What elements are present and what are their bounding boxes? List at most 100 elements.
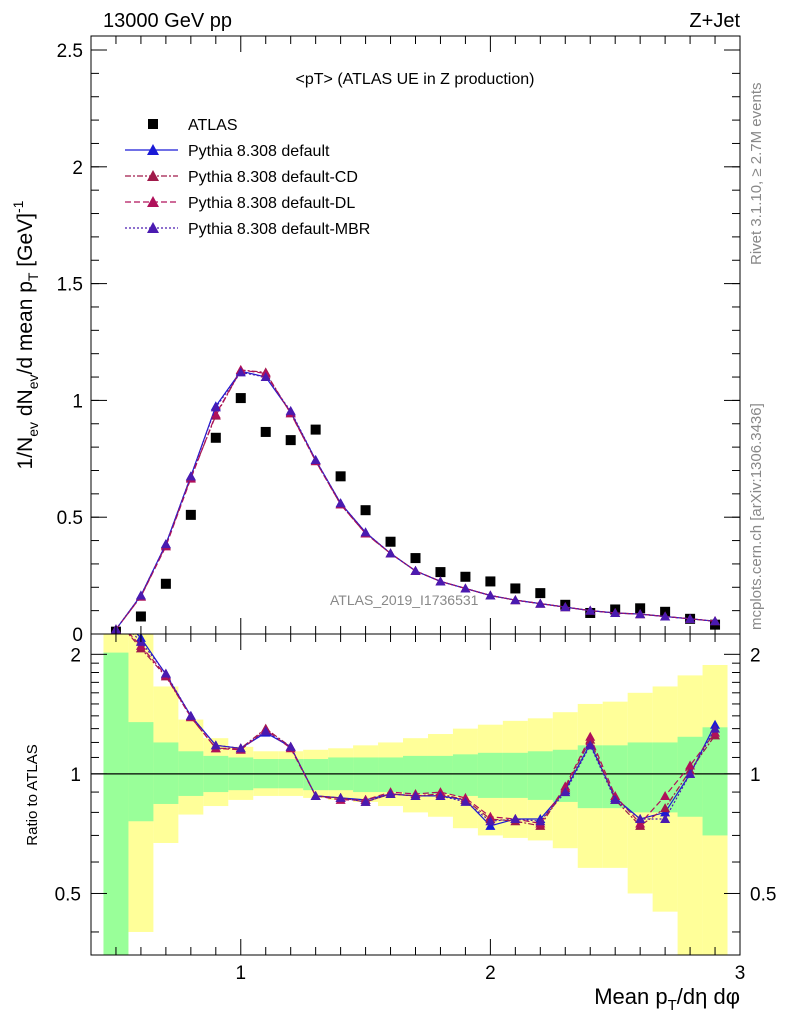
- mc-point: [610, 607, 621, 617]
- mc-point: [160, 539, 171, 549]
- legend: ATLAS Pythia 8.308 default Pythia 8.308 de…: [125, 117, 370, 238]
- ratio-point: [410, 790, 421, 800]
- mc-point: [460, 583, 471, 593]
- ratio-point: [560, 787, 571, 797]
- stat-band-bin: [353, 757, 379, 793]
- atlas-point: [310, 424, 321, 435]
- ratio-point: [485, 816, 496, 826]
- ratio-ytick-label-right: 2: [750, 645, 761, 666]
- ratio-point: [660, 790, 671, 800]
- mc-point: [385, 548, 396, 558]
- legend-marker: [147, 222, 159, 233]
- atlas-point: [410, 553, 421, 564]
- ratio-point: [210, 740, 221, 750]
- ratio-point: [635, 818, 646, 828]
- stat-band-bin: [153, 742, 179, 804]
- legend-marker: [148, 119, 158, 129]
- ratio-point: [360, 796, 371, 806]
- ratio-ticks: 0.5 0.5 1 1 2 2 1 2 3: [55, 634, 776, 984]
- ratio-point: [610, 794, 621, 804]
- mcplots-label: mcplots.cern.ch [arXiv:1306.3436]: [748, 403, 765, 630]
- main-ticks: 0 0.5 1 1.5 2 2.5: [57, 36, 741, 646]
- mc-point: [635, 609, 646, 619]
- stat-band-bin: [378, 757, 404, 793]
- mc-point: [585, 605, 596, 615]
- main-ytick-label: 1: [72, 391, 83, 412]
- atlas-point: [635, 603, 646, 614]
- stat-band-bin: [103, 652, 129, 955]
- atlas-point: [510, 583, 521, 594]
- main-ytick-label: 1.5: [57, 275, 83, 296]
- stat-band-bin: [502, 752, 528, 798]
- atlas-point: [135, 611, 146, 622]
- ratio-point: [285, 741, 296, 751]
- ratio-ytick-label: 1: [70, 765, 81, 786]
- stat-band-bin: [527, 751, 553, 800]
- atlas-point: [185, 509, 196, 520]
- ratio-point: [485, 820, 496, 830]
- mc-point: [285, 405, 296, 415]
- stat-band-bin: [303, 759, 329, 791]
- ratio-point: [185, 710, 196, 720]
- ratio-point: [235, 743, 246, 753]
- ratio-point: [111, 614, 121, 623]
- mc-point: [710, 616, 721, 626]
- ratio-point: [111, 611, 121, 620]
- atlas-point: [210, 432, 221, 443]
- mc-point: [135, 590, 146, 600]
- stat-band-bin: [702, 727, 728, 836]
- ratio-panel: 0.5 0.5 1 1 2 2 1 2 3 Ratio to ATLAS Mean pT/dη …: [24, 611, 776, 1014]
- ratio-ytick-label-right: 1: [750, 765, 761, 786]
- ratio-point: [710, 723, 721, 733]
- stat-band-bin: [627, 742, 653, 813]
- ratio-point: [111, 614, 121, 623]
- atlas-point: [260, 426, 271, 437]
- legend-entry-3: Pythia 8.308 default-DL: [125, 195, 355, 212]
- atlas-point: [460, 571, 471, 582]
- mc-point: [260, 372, 271, 382]
- atlas-point: [235, 393, 246, 404]
- mc-line: [115, 369, 716, 630]
- ratio-point: [310, 790, 321, 800]
- ratio-point: [585, 740, 596, 750]
- main-ylabel: 1/Nev dNev/d mean pT [GeV]-1: [10, 200, 41, 469]
- legend-entry-4: Pythia 8.308 default-MBR: [125, 221, 370, 238]
- main-ytick-label: 2.5: [57, 41, 83, 62]
- ratio-point: [260, 726, 271, 736]
- ratio-ytick-label: 0.5: [55, 884, 81, 905]
- ratio-point: [435, 790, 446, 800]
- ratio-series: [111, 611, 721, 830]
- ratio-xtick-label: 2: [485, 963, 496, 984]
- atlas-point: [285, 435, 296, 446]
- ratio-ytick-label-right: 0.5: [750, 884, 776, 905]
- ratio-point: [510, 813, 521, 823]
- atlas-point: [160, 578, 171, 589]
- ratio-point: [535, 816, 546, 826]
- mc-point: [510, 595, 521, 605]
- atlas-point: [385, 536, 396, 547]
- ratio-point: [685, 768, 696, 778]
- legend-marker: [147, 170, 159, 181]
- atlas-point: [535, 588, 546, 599]
- mc-point: [485, 590, 496, 600]
- ratio-xtick-label: 1: [235, 963, 246, 984]
- stat-band-bin: [577, 745, 603, 809]
- ratio-xtick-label: 3: [735, 963, 746, 984]
- ratio-point: [660, 813, 671, 823]
- rivet-label: Rivet 3.1.10, ≥ 2.7M events: [748, 83, 765, 266]
- collision-label: 13000 GeV pp: [103, 10, 232, 32]
- main-ytick-label: 0.5: [57, 508, 83, 529]
- legend-label: Pythia 8.308 default-MBR: [188, 221, 370, 238]
- main-ytick-label: 0: [72, 625, 83, 646]
- mc-point: [685, 613, 696, 623]
- mc-point: [560, 602, 571, 612]
- ratio-point: [460, 796, 471, 806]
- svg-text:Mean pT/dη dφ: Mean pT/dη dφ: [594, 984, 740, 1014]
- legend-entry-1: Pythia 8.308 default: [125, 143, 330, 160]
- atlas-point: [435, 567, 446, 578]
- atlas-point: [335, 471, 346, 482]
- ratio-xlabel: Mean pT/dη dφ: [594, 984, 740, 1014]
- stat-band-bin: [403, 755, 428, 794]
- plot-title: <pT> (ATLAS UE in Z production): [296, 71, 535, 88]
